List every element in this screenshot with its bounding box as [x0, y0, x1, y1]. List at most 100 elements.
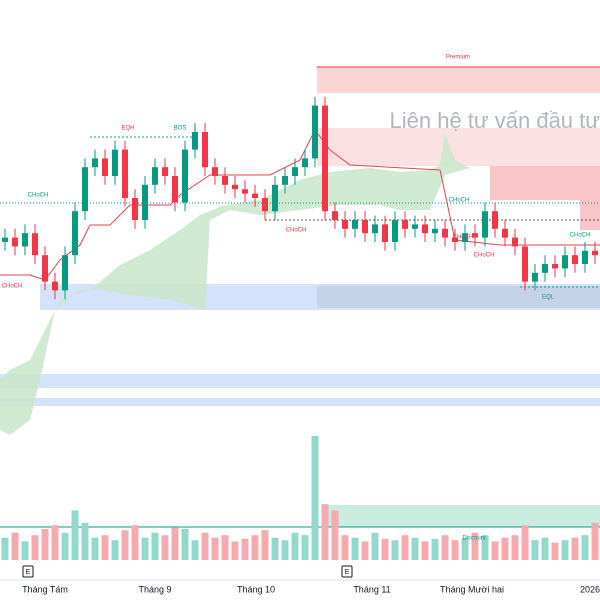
volume-bar [121, 530, 129, 560]
annotation: CHoCH [570, 233, 591, 239]
annotation: CHoCH [286, 228, 307, 234]
supply-zone [317, 128, 600, 166]
candle-body [282, 176, 288, 185]
candle-body [242, 189, 248, 194]
volume-bar [511, 535, 519, 560]
volume-bar [351, 537, 359, 560]
volume-bar [311, 436, 319, 560]
candle-body [162, 167, 168, 176]
candle-body [232, 184, 238, 190]
annotation: CHoCH [449, 198, 470, 204]
candle-body [492, 211, 498, 229]
volume-bar [301, 535, 309, 560]
volume-bar [51, 525, 59, 560]
candle-body [342, 220, 348, 229]
candle-body [562, 255, 568, 269]
volume-bar [181, 529, 189, 560]
supply-zone [580, 200, 600, 230]
volume-bar [151, 532, 159, 560]
premium-zone [317, 67, 600, 93]
candle-body [392, 220, 398, 242]
candle-body [12, 237, 18, 247]
candle-body [212, 167, 218, 176]
volume-bar [561, 540, 569, 560]
volume-bar [551, 542, 559, 560]
volume-bar [91, 537, 99, 560]
candle-body [172, 176, 178, 203]
volume-bar [581, 535, 589, 560]
candle-body [182, 149, 188, 203]
supply-zone [490, 166, 600, 200]
volume-zone [325, 505, 600, 527]
volume-bar [571, 537, 579, 560]
candle-body [332, 211, 338, 220]
candle-body [512, 237, 518, 247]
candle-body [552, 264, 558, 269]
volume-bar [141, 537, 149, 560]
candle-body [532, 272, 538, 282]
volume-bar [271, 537, 279, 560]
volume-bar [221, 535, 229, 560]
candle-body [582, 250, 588, 264]
volume-bar [421, 541, 429, 560]
volume-bar [71, 510, 79, 560]
volume-bar [161, 535, 169, 560]
candle-body [372, 224, 378, 234]
volume-bar [541, 537, 549, 560]
candle-body [192, 132, 198, 150]
candle-body [452, 237, 458, 242]
candle-body [22, 233, 28, 247]
candle-body [482, 211, 488, 238]
volume-bar [191, 540, 199, 560]
candle-body [2, 237, 8, 242]
annotation: BOS [174, 126, 187, 132]
volume-bar [381, 538, 389, 560]
volume-bar [1, 537, 9, 560]
volume-bar [531, 540, 539, 560]
volume-bar [361, 541, 369, 560]
annotation: CHoCH [453, 235, 474, 241]
candle-body [292, 167, 298, 176]
volume-bar [201, 532, 209, 560]
candle-body [112, 149, 118, 176]
candle-body [62, 255, 68, 291]
candle-body [402, 220, 408, 229]
volume-bar [21, 541, 29, 560]
candle-body [432, 228, 438, 234]
candle-body [412, 224, 418, 229]
candle-body [92, 158, 98, 168]
candle-body [82, 167, 88, 212]
candle-body [592, 250, 598, 256]
candle-body [132, 198, 138, 220]
x-tick-label: 2026 [580, 584, 600, 594]
candle-body [542, 264, 548, 273]
candle-body [32, 233, 38, 256]
volume-bar [211, 537, 219, 560]
annotation: EQH [121, 126, 134, 132]
annotation: CHoCH [474, 253, 495, 259]
volume-bar [31, 535, 39, 560]
volume-bar [441, 535, 449, 560]
volume-bar [521, 525, 529, 560]
volume-bar [291, 532, 299, 560]
candle-body [122, 149, 128, 198]
candle-body [422, 224, 428, 234]
volume-bar [401, 535, 409, 560]
volume-bar [471, 532, 479, 560]
volume-bar [231, 541, 239, 560]
candle-body [362, 220, 368, 234]
annotation: CHoCH [2, 284, 23, 290]
candle-body [302, 158, 308, 168]
x-tick-label: Tháng 10 [237, 584, 275, 594]
x-tick-label: Tháng 11 [353, 584, 390, 594]
annotation: Discount [462, 536, 486, 542]
volume-bar [331, 510, 339, 560]
volume-bar [111, 540, 119, 560]
earnings-label: E [345, 569, 350, 576]
candle-body [462, 233, 468, 242]
demand-zone [0, 398, 600, 406]
candle-body [522, 246, 528, 282]
volume-bar [341, 535, 349, 560]
volume-bar [321, 504, 329, 560]
volume-bar [411, 537, 419, 560]
